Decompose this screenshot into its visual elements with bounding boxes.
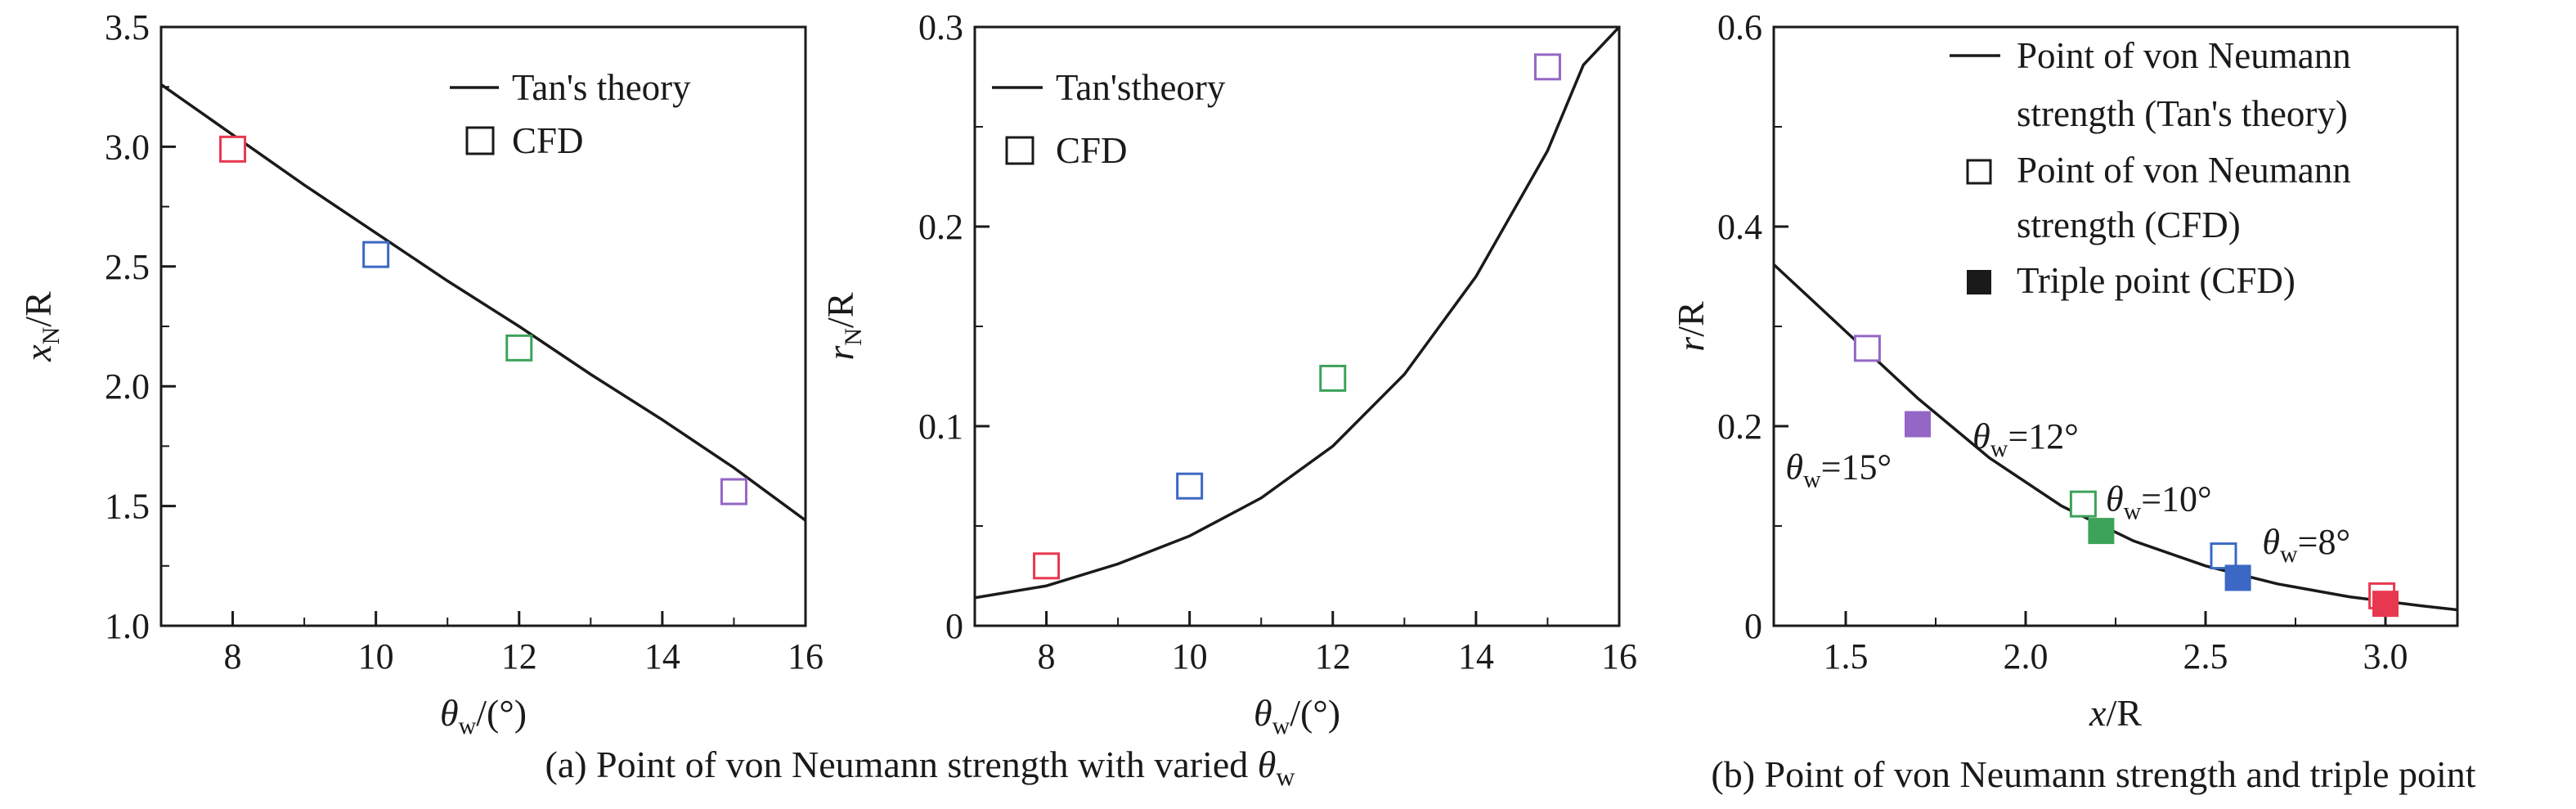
x-tick-label: 3.0 [2363, 636, 2408, 676]
theta-annotation: θw=12° [1972, 416, 2079, 462]
x-tick-label: 8 [1038, 636, 1056, 676]
y-tick-label: 1.5 [105, 487, 150, 527]
x-tick-label: 12 [1315, 636, 1351, 676]
legend-open-label-2: strength (CFD) [2017, 204, 2241, 245]
legend-filled-square [1967, 270, 1991, 294]
cfd-marker [1319, 364, 1347, 392]
cfd-marker [1533, 53, 1561, 81]
y-tick-label: 0 [1744, 606, 1762, 646]
x-tick-label: 14 [644, 636, 680, 676]
legend-line-label: Tan'stheory [1056, 67, 1226, 108]
y-tick-label: 2.0 [105, 366, 150, 407]
panel-b-chart: 8 10 12 14 16 0 0.1 0.2 0.3 θw/(°) rN/R Tan'stheory… [819, 7, 1637, 739]
theory-line [975, 27, 1619, 600]
legend-marker-label: CFD [1056, 130, 1128, 171]
cfd-marker [219, 135, 247, 163]
y-tick-label: 2.5 [105, 247, 150, 287]
legend-marker-label: CFD [512, 120, 584, 161]
x-tick-label: 1.5 [1824, 636, 1869, 676]
x-tick-label: 10 [358, 636, 394, 676]
legend-line-label: Tan's theory [512, 67, 691, 108]
y-tick-label: 0.3 [918, 7, 963, 47]
x-axis-label: x/R [2089, 692, 2142, 734]
triple-point-marker [2372, 591, 2399, 618]
caption-a: (a) Point of von Neumann strength with v… [545, 744, 1295, 791]
caption-b: (b) Point of von Neumann strength and tr… [1711, 753, 2475, 795]
theory-line [1774, 263, 2457, 612]
x-axis-label: θw/(°) [1254, 692, 1340, 739]
x-tick-label: 8 [224, 636, 242, 676]
cfd-marker [362, 240, 390, 268]
cfd-marker [720, 478, 747, 506]
legend-line-label-2: strength (Tan's theory) [2017, 93, 2348, 134]
y-tick-label: 0.1 [918, 407, 963, 447]
panel-c-chart: 1.5 2.0 2.5 3.0 0 0.2 0.4 0.6 x/R r/R θw=15° θw=12°… [1670, 7, 2459, 734]
cfd-marker [1176, 472, 1204, 500]
theta-annotation: θw=10° [2106, 479, 2212, 525]
x-tick-label: 16 [788, 636, 824, 676]
x-tick-label: 10 [1172, 636, 1208, 676]
legend-open-label-1: Point of von Neumann [2017, 150, 2351, 191]
triple-point-marker [1905, 411, 1931, 438]
x-tick-label: 16 [1601, 636, 1637, 676]
y-tick-label: 0.4 [1717, 207, 1762, 247]
theory-line [161, 83, 806, 522]
theta-annotation: θw=15° [1785, 447, 1892, 493]
plot-frame [973, 25, 1621, 627]
panel-a-chart: 8 10 12 14 16 1.0 1.5 2.0 2.5 3.0 3.5 θw/(°) xN/R Tan… [17, 7, 824, 739]
x-tick-label: 2.0 [2004, 636, 2049, 676]
y-axis-label: r/R [1670, 301, 1712, 352]
plot-frame [159, 25, 807, 627]
cfd-marker [505, 334, 533, 362]
y-tick-label: 0.2 [918, 207, 963, 247]
x-tick-label: 2.5 [2183, 636, 2228, 676]
y-axis-label: rN/R [819, 292, 867, 360]
legend-marker-swatch [1005, 136, 1034, 165]
y-tick-label: 3.5 [105, 7, 150, 47]
y-tick-label: 0.2 [1717, 407, 1762, 447]
legend-filled-label: Triple point (CFD) [2017, 260, 2296, 301]
x-axis-label: θw/(°) [440, 692, 527, 739]
legend-line-label-1: Point of von Neumann [2017, 35, 2351, 76]
y-axis-label: xN/R [17, 291, 65, 362]
y-tick-label: 1.0 [105, 606, 150, 646]
legend-open-square [1966, 159, 1992, 185]
x-tick-label: 12 [501, 636, 537, 676]
triple-point-marker [2088, 518, 2115, 545]
x-tick-label: 14 [1458, 636, 1494, 676]
y-tick-label: 3.0 [105, 127, 150, 167]
legend-marker-swatch [465, 126, 495, 155]
cfd-marker [2210, 542, 2237, 570]
cfd-marker [2069, 490, 2097, 518]
triple-point-marker [2224, 564, 2251, 591]
cfd-marker [1033, 552, 1061, 580]
cfd-marker [1853, 335, 1881, 362]
y-tick-label: 0.6 [1717, 7, 1762, 47]
y-tick-label: 0 [945, 606, 963, 646]
theta-annotation: θw=8° [2262, 522, 2350, 568]
